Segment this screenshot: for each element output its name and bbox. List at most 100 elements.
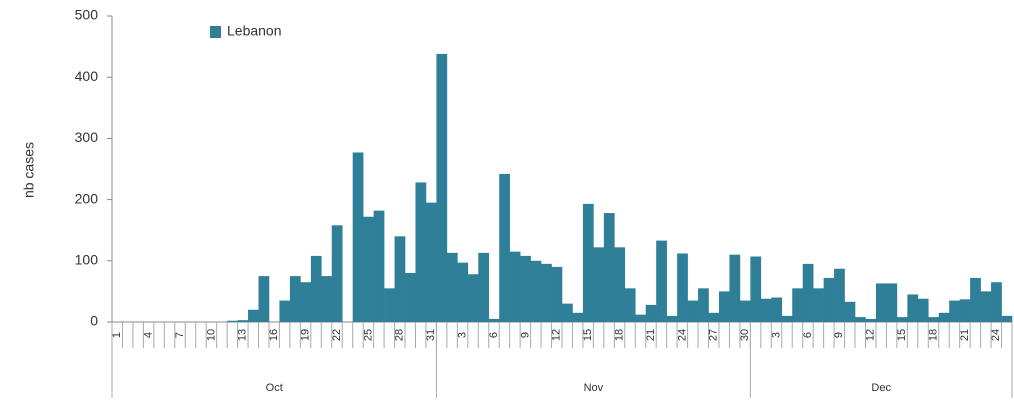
bar: [718, 291, 730, 322]
bar: [352, 152, 364, 322]
x-tick-label: 21: [959, 329, 971, 341]
bar: [572, 312, 584, 322]
bar: [907, 294, 919, 322]
bar: [582, 203, 594, 322]
y-tick-label: 500: [75, 7, 99, 23]
bar: [739, 300, 751, 322]
bar: [1001, 315, 1013, 322]
bar: [980, 291, 992, 322]
x-tick-label: 18: [613, 329, 625, 341]
bar: [938, 312, 950, 322]
x-tick-label: 12: [865, 329, 877, 341]
x-tick-label: 9: [519, 332, 531, 338]
y-tick-label: 0: [90, 313, 98, 329]
bar: [541, 263, 552, 322]
bar: [363, 216, 374, 322]
x-tick-label: 22: [331, 329, 343, 341]
bar: [949, 300, 960, 322]
y-tick-label: 100: [75, 252, 99, 268]
bar: [687, 300, 699, 322]
bar: [698, 288, 709, 322]
x-tick-label: 19: [300, 329, 312, 341]
bar: [781, 315, 793, 322]
month-label: Nov: [584, 382, 604, 394]
bar: [603, 213, 615, 322]
bar: [729, 254, 741, 322]
y-tick-label: 400: [75, 68, 99, 84]
bar: [645, 304, 657, 322]
bar: [624, 288, 636, 322]
bar: [562, 303, 573, 322]
bar: [991, 282, 1002, 322]
y-tick-label: 300: [75, 129, 99, 145]
bar: [520, 255, 531, 322]
bar: [258, 276, 270, 322]
bar: [917, 298, 929, 322]
bar: [886, 283, 898, 322]
bar: [321, 276, 333, 322]
bar: [289, 276, 301, 322]
bar: [425, 202, 437, 322]
x-tick-label: 4: [143, 332, 155, 338]
bar: [373, 210, 385, 322]
x-tick-label: 3: [770, 332, 782, 338]
bar: [823, 277, 835, 322]
bar: [802, 263, 814, 322]
month-label: Dec: [871, 382, 891, 394]
y-axis-label: nb cases: [21, 142, 37, 198]
x-tick-label: 1: [111, 332, 123, 338]
x-tick-label: 13: [237, 329, 249, 341]
x-tick-label: 28: [394, 329, 406, 341]
bar: [834, 268, 845, 322]
bar: [415, 182, 427, 322]
bar: [875, 283, 887, 322]
bar: [405, 273, 416, 322]
bar: [855, 317, 866, 322]
x-tick-label: 10: [205, 329, 217, 341]
legend-swatch: [210, 26, 221, 38]
x-tick-label: 24: [676, 329, 688, 341]
bar: [928, 317, 940, 322]
x-tick-label: 15: [896, 329, 908, 341]
bar: [656, 240, 667, 322]
bar: [446, 252, 458, 322]
x-tick-label: 7: [174, 332, 186, 338]
x-tick-label: 27: [708, 329, 720, 341]
bar: [488, 318, 500, 322]
bar: [708, 312, 720, 322]
bar: [844, 301, 856, 322]
bar: [478, 252, 490, 322]
x-tick-label: 18: [927, 329, 939, 341]
bar: [865, 318, 877, 322]
x-tick-label: 30: [739, 329, 751, 341]
x-tick-label: 25: [362, 329, 374, 341]
bar: [635, 314, 647, 322]
x-tick-label: 16: [268, 329, 280, 341]
bar: [551, 266, 563, 322]
x-tick-label: 24: [990, 329, 1002, 341]
x-tick-label: 12: [551, 329, 563, 341]
bar: [499, 173, 510, 322]
bar: [509, 251, 521, 322]
x-tick-label: 9: [833, 332, 845, 338]
y-tick-label: 200: [75, 190, 99, 206]
bar: [457, 262, 469, 322]
legend-label: Lebanon: [227, 23, 282, 39]
x-tick-label: 21: [645, 329, 657, 341]
bar: [760, 298, 772, 322]
bar: [237, 320, 249, 322]
bar: [666, 315, 678, 322]
x-tick-label: 6: [488, 332, 500, 338]
month-label: Oct: [266, 382, 283, 394]
bar: [394, 236, 406, 322]
x-tick-label: 6: [802, 332, 814, 338]
bar: [384, 288, 395, 322]
bar: [331, 225, 343, 322]
x-tick-label: 3: [456, 332, 468, 338]
bar: [227, 320, 238, 322]
bar: [750, 256, 762, 322]
bar: [248, 309, 259, 322]
bar: [896, 317, 908, 322]
